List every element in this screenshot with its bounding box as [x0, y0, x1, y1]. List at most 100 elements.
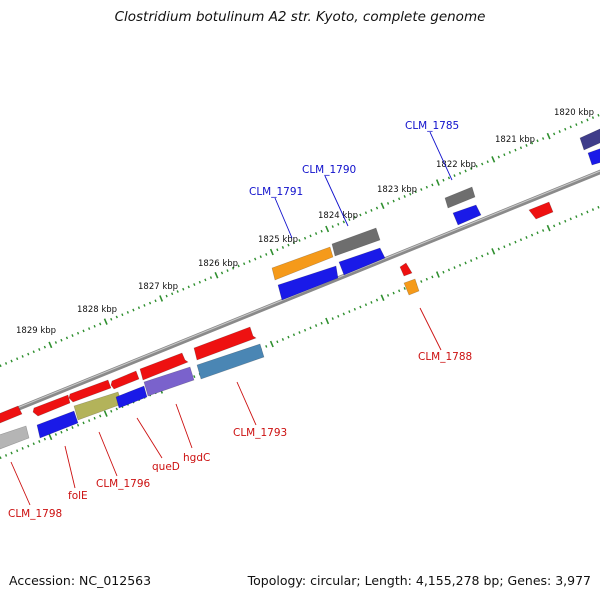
scale-tick-minor: [470, 259, 473, 262]
gene-arrow[interactable]: [452, 204, 482, 226]
gene-label-clm-1798[interactable]: CLM_1798: [8, 508, 62, 520]
scale-tick-minor: [564, 127, 567, 131]
scale-tick-minor: [348, 310, 351, 313]
gene-label-clm-1788[interactable]: CLM_1788: [418, 351, 472, 363]
scale-tick-minor: [65, 428, 69, 432]
scale-tick-minor: [265, 253, 268, 256]
scale-tick-minor: [597, 205, 600, 209]
scale-tick-minor: [364, 303, 368, 307]
scale-tick-minor: [209, 276, 213, 279]
callout-clm-1798: [10, 461, 31, 506]
scale-tick-minor: [60, 338, 63, 342]
gene-arrow[interactable]: [143, 366, 195, 397]
scale-tick-minor: [226, 269, 229, 272]
gene-arrow[interactable]: [277, 265, 339, 301]
gene-arrow[interactable]: [68, 379, 112, 403]
gene-label-clm-1791[interactable]: CLM_1791: [249, 186, 303, 198]
gene-arrow[interactable]: [36, 410, 79, 439]
scale-tick-major: [269, 340, 274, 348]
scale-tick-minor: [193, 375, 196, 378]
scale-tick-minor: [541, 229, 545, 232]
gene-label-clm-1785[interactable]: CLM_1785: [405, 120, 459, 132]
scale-tick-minor: [342, 312, 345, 316]
scale-label-1825: 1825 kbp: [258, 235, 298, 245]
scale-tick-major: [159, 295, 164, 302]
gene-arrow[interactable]: [110, 370, 140, 390]
forward-strand-genes: [0, 128, 600, 424]
gene-arrow[interactable]: [0, 425, 30, 450]
scale-tick-minor: [386, 202, 390, 205]
scale-tick-minor: [287, 335, 290, 339]
scale-tick-minor: [497, 247, 500, 251]
scale-tick-minor: [575, 215, 578, 218]
scale-tick-minor: [342, 220, 345, 224]
scale-tick-minor: [464, 261, 467, 265]
scale-tick-minor: [514, 240, 517, 244]
scale-tick-minor: [398, 289, 401, 293]
scale-tick-minor: [553, 224, 556, 228]
scale-tick-minor: [76, 331, 80, 335]
scale-tick-minor: [580, 212, 583, 216]
scale-tick-minor: [10, 451, 13, 455]
gene-arrow[interactable]: [271, 246, 334, 281]
scale-tick-minor: [88, 419, 91, 422]
scale-tick-minor: [359, 305, 362, 309]
gene-arrow[interactable]: [579, 128, 600, 151]
scale-tick-minor: [110, 317, 113, 321]
callout-fole: [64, 445, 76, 489]
scale-tick-major: [325, 225, 330, 233]
scale-tick-minor: [475, 256, 478, 260]
gene-arrow[interactable]: [338, 247, 386, 276]
scale-tick-minor: [21, 355, 24, 358]
gene-arrow[interactable]: [32, 394, 71, 417]
scale-label-1820: 1820 kbp: [554, 108, 594, 118]
scale-tick-minor: [403, 287, 406, 290]
gene-arrow[interactable]: [331, 227, 381, 257]
scale-tick-minor: [364, 211, 368, 215]
scale-tick-minor: [536, 231, 539, 235]
scale-tick-minor: [193, 283, 196, 286]
scale-tick-minor: [314, 324, 318, 327]
gene-label-clm-1796[interactable]: CLM_1796: [96, 478, 151, 490]
gene-label-clm-1790[interactable]: CLM_1790: [302, 164, 356, 176]
scale-label-1821: 1821 kbp: [495, 135, 535, 145]
gene-label-clm-1793[interactable]: CLM_1793: [233, 427, 287, 439]
gene-arrow[interactable]: [196, 343, 265, 380]
gene-arrow[interactable]: [399, 262, 413, 277]
gene-label-qued[interactable]: queD: [152, 461, 180, 473]
scale-tick-major: [546, 224, 551, 232]
scale-tick-minor: [519, 146, 523, 150]
scale-tick-minor: [54, 433, 58, 436]
scale-tick-minor: [32, 350, 35, 354]
scale-tick-minor: [43, 345, 46, 349]
gene-arrow[interactable]: [587, 148, 600, 166]
gene-arrow[interactable]: [403, 278, 420, 296]
scale-tick-minor: [281, 246, 285, 249]
scale-tick-minor: [409, 192, 412, 196]
scale-tick-minor: [93, 416, 96, 420]
scale-tick-minor: [54, 341, 58, 344]
scale-tick-minor: [530, 141, 534, 145]
gene-arrow[interactable]: [139, 352, 189, 381]
scale-label-1822: 1822 kbp: [436, 160, 476, 170]
callout-clm-1796: [98, 431, 118, 477]
scale-tick-minor: [243, 262, 246, 266]
gene-label-fole[interactable]: folE: [68, 490, 88, 502]
gene-arrow[interactable]: [193, 326, 257, 361]
gene-arrow[interactable]: [115, 385, 148, 409]
scale-tick-minor: [497, 155, 500, 159]
scale-tick-minor: [331, 225, 334, 228]
gene-label-hgdc[interactable]: hgdC: [183, 452, 210, 464]
scale-tick-minor: [458, 171, 462, 175]
scale-tick-minor: [292, 333, 296, 337]
gene-arrow[interactable]: [0, 405, 23, 424]
scale-ticks-outer: [0, 113, 600, 368]
topology-text: Topology: circular; Length: 4,155,278 bp…: [247, 573, 591, 588]
scale-tick-minor: [398, 197, 401, 201]
gene-arrow[interactable]: [444, 186, 476, 209]
scale-tick-minor: [475, 164, 478, 168]
scale-tick-minor: [569, 125, 572, 129]
gene-arrow[interactable]: [528, 201, 554, 220]
scale-tick-minor: [359, 213, 362, 217]
scale-tick-minor: [337, 222, 340, 226]
